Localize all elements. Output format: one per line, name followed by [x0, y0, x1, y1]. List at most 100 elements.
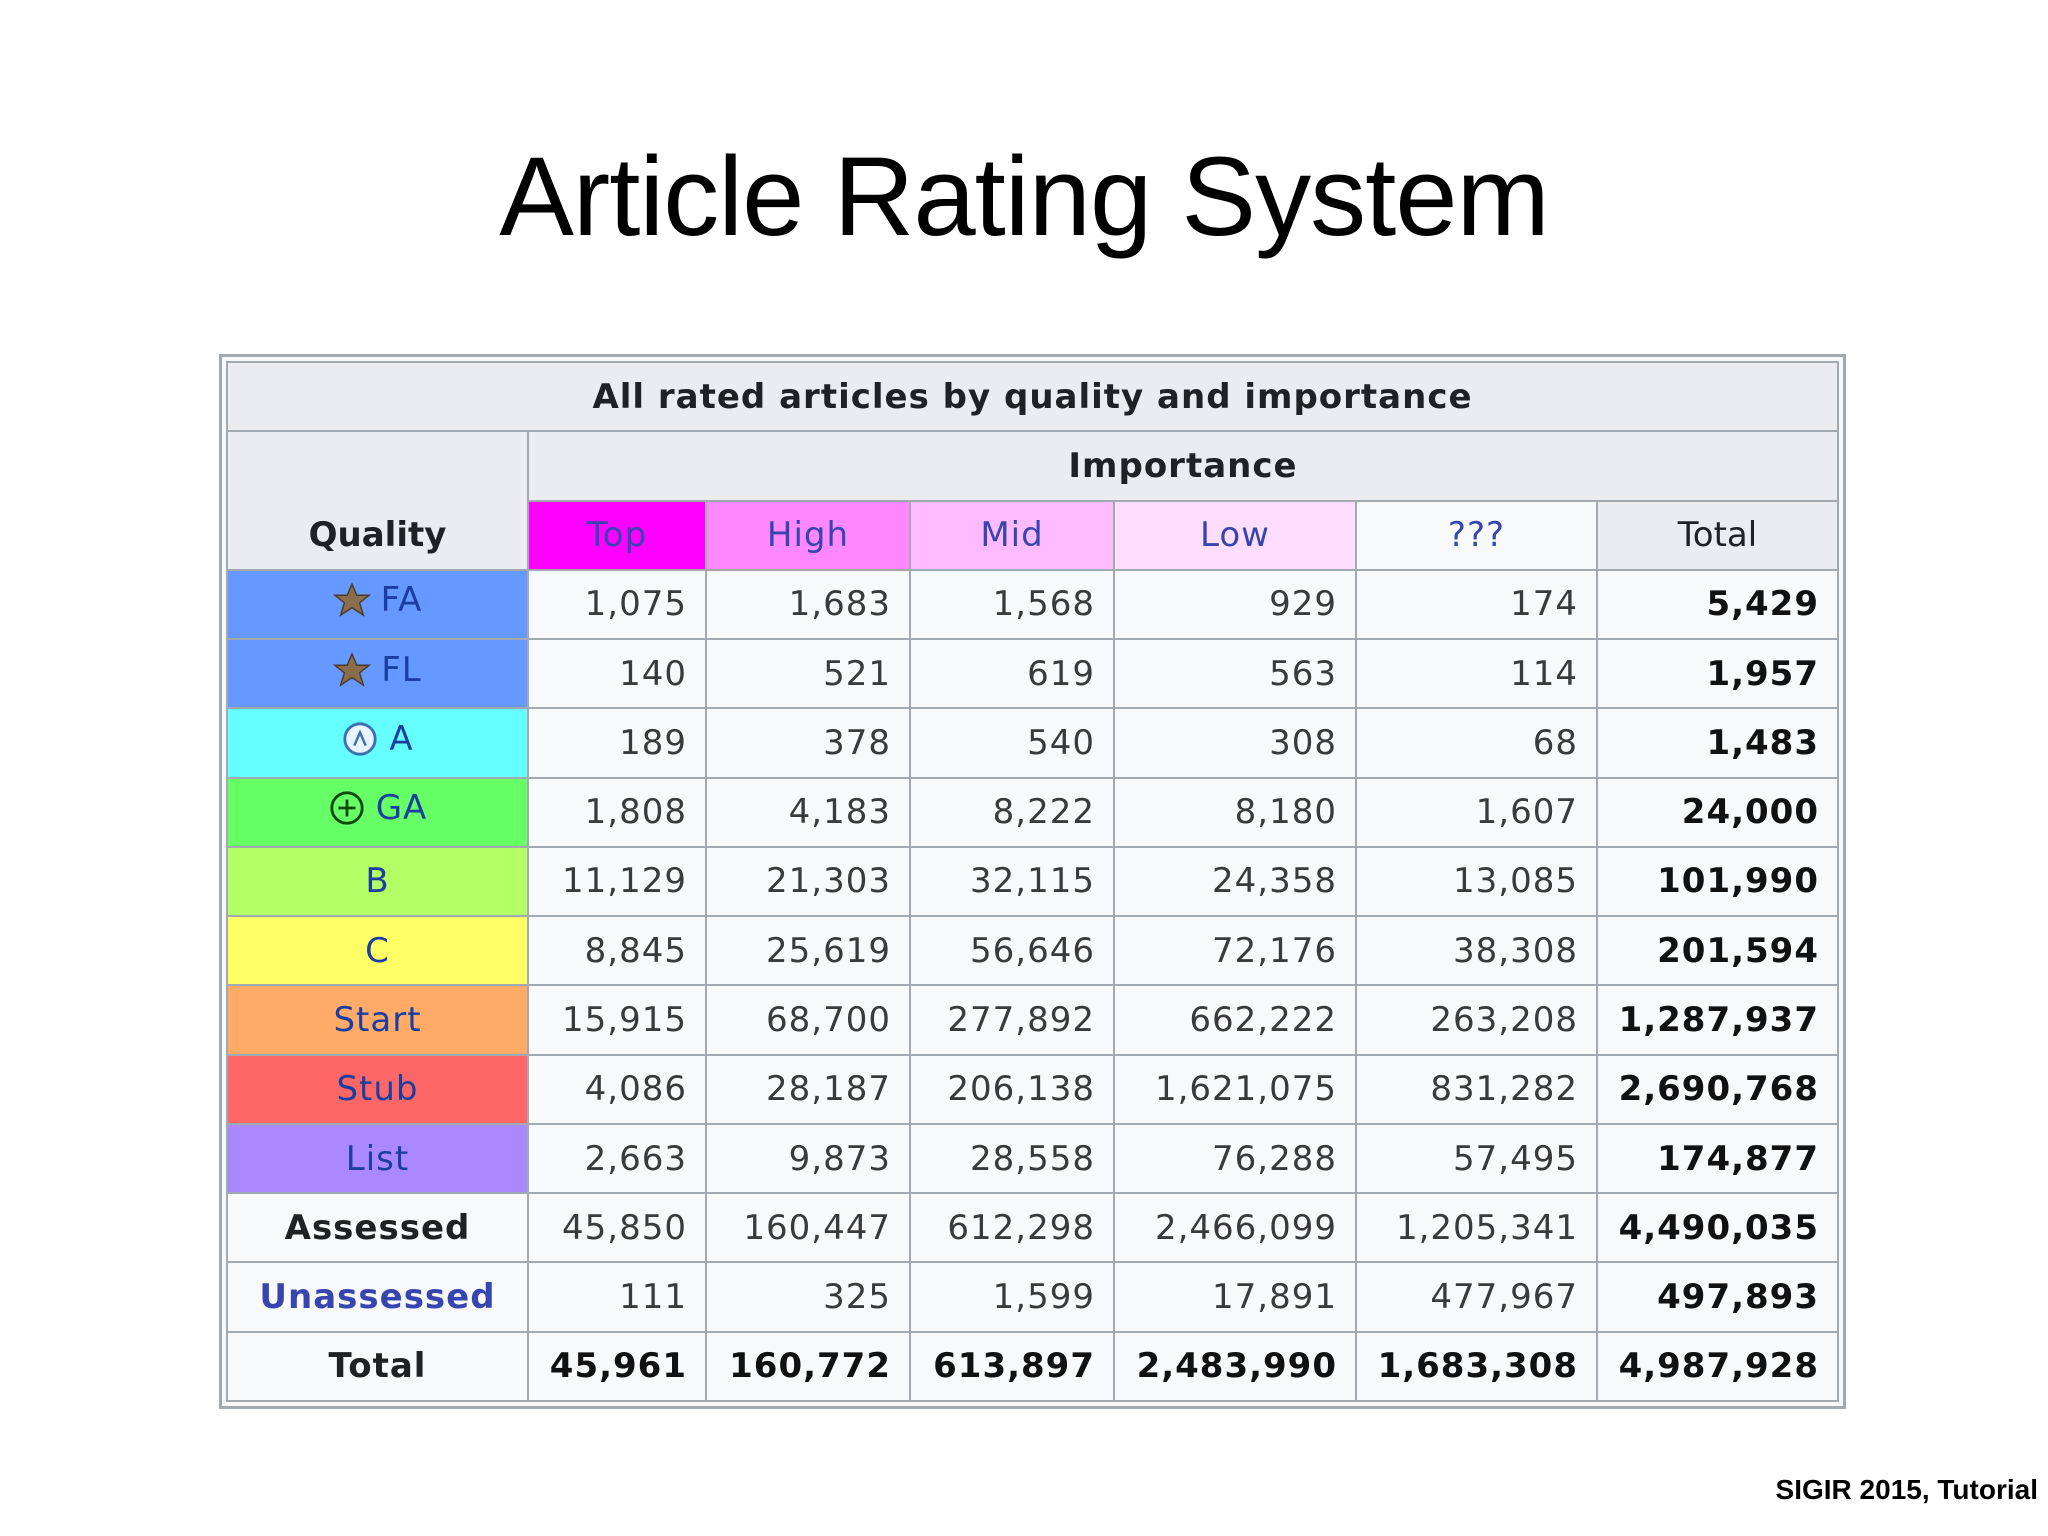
unassessed-value: 111 [527, 1261, 707, 1333]
quality-row: GA 1,808 4,183 8,222 8,180 1,607 24,000 [226, 776, 1839, 848]
count-cell: 25,619 [705, 915, 911, 987]
quality-class-label[interactable]: C [365, 930, 390, 971]
quality-class-content: B [365, 861, 389, 901]
count-cell: 540 [909, 707, 1115, 779]
assessed-value: 45,850 [527, 1192, 707, 1264]
count-cell: 521 [705, 638, 911, 710]
count-cell: 72,176 [1113, 915, 1357, 987]
count-cell: 140 [527, 638, 707, 710]
quality-class-label[interactable]: FA [380, 580, 423, 621]
quality-class-content: GA [328, 788, 428, 828]
importance-col-high[interactable]: High [705, 499, 911, 571]
count-cell: 189 [527, 707, 707, 779]
count-cell: 563 [1113, 638, 1357, 710]
count-cell: 831,282 [1355, 1053, 1598, 1125]
row-total-cell: 5,429 [1596, 568, 1839, 641]
importance-columns-row: Top High Mid Low ??? Total [227, 499, 1839, 571]
slide-title: Article Rating System [499, 134, 1550, 259]
assessed-value: 612,298 [909, 1192, 1115, 1264]
count-cell: 28,558 [909, 1122, 1115, 1195]
quality-row: FA 1,075 1,683 1,568 929 174 5,429 [226, 568, 1839, 641]
quality-class-cell[interactable]: B [226, 845, 529, 918]
count-cell: 263,208 [1355, 984, 1598, 1056]
unassessed-value: 17,891 [1113, 1261, 1357, 1333]
grand-total-value: 613,897 [909, 1330, 1115, 1403]
quality-class-cell[interactable]: GA [226, 776, 529, 848]
count-cell: 4,086 [527, 1053, 707, 1125]
quality-class-cell[interactable]: A [226, 707, 529, 779]
count-cell: 8,180 [1113, 776, 1357, 848]
quality-class-label[interactable]: A [389, 718, 414, 759]
quality-class-cell[interactable]: FA [226, 568, 529, 641]
grand-total-row: Total 45,961 160,772 613,897 2,483,990 1… [226, 1330, 1839, 1403]
quality-row: FL 140 521 619 563 114 1,957 [226, 638, 1839, 710]
footer-note: SIGIR 2015, Tutorial [1775, 1474, 2038, 1505]
quality-rows: FA 1,075 1,683 1,568 929 174 5,429 FL 140 521 619 5… [226, 568, 1839, 1195]
row-total-cell: 1,287,937 [1596, 984, 1839, 1056]
count-cell: 277,892 [909, 984, 1115, 1056]
rating-table-frame: All rated articles by quality and import… [219, 354, 1846, 1409]
row-total-cell: 174,877 [1596, 1122, 1839, 1195]
a-class-icon [341, 720, 379, 758]
quality-class-content: Stub [336, 1069, 418, 1109]
quality-header: Quality [226, 430, 529, 571]
quality-row: B 11,129 21,303 32,115 24,358 13,085 101,990 [226, 845, 1839, 918]
quality-row: Stub 4,086 28,187 206,138 1,621,075 831,282 2,… [226, 1053, 1839, 1125]
quality-class-cell[interactable]: C [226, 915, 529, 987]
count-cell: 15,915 [527, 984, 707, 1056]
importance-col-unknown[interactable]: ??? [1355, 499, 1598, 571]
quality-class-label[interactable]: B [365, 861, 390, 902]
row-total-cell: 2,690,768 [1596, 1053, 1839, 1125]
unassessed-value: 1,599 [909, 1261, 1115, 1333]
quality-row: List 2,663 9,873 28,558 76,288 57,495 174,877 [226, 1122, 1839, 1195]
count-cell: 76,288 [1113, 1122, 1357, 1195]
quality-class-cell[interactable]: Stub [226, 1053, 529, 1125]
count-cell: 206,138 [909, 1053, 1115, 1125]
quality-class-label[interactable]: GA [375, 788, 428, 829]
count-cell: 8,845 [527, 915, 707, 987]
grand-total-total: 4,987,928 [1596, 1330, 1839, 1403]
count-cell: 1,568 [909, 568, 1115, 641]
count-cell: 24,358 [1113, 845, 1357, 918]
count-cell: 1,607 [1355, 776, 1598, 848]
featured-star-icon [332, 581, 371, 619]
grand-total-value: 2,483,990 [1113, 1330, 1357, 1403]
importance-col-mid[interactable]: Mid [909, 499, 1115, 571]
quality-row: A 189 378 540 308 68 1,483 [226, 707, 1839, 779]
grand-total-value: 45,961 [527, 1330, 707, 1403]
quality-class-cell[interactable]: List [226, 1122, 529, 1195]
quality-class-content: A [341, 719, 413, 759]
quality-class-cell[interactable]: Start [226, 984, 529, 1056]
count-cell: 619 [909, 638, 1115, 710]
quality-class-label[interactable]: Start [333, 1000, 422, 1041]
count-cell: 13,085 [1355, 845, 1598, 918]
total-col-header: Total [1596, 499, 1839, 571]
importance-header: Importance [527, 430, 1839, 502]
quality-row: C 8,845 25,619 56,646 72,176 38,308 201,594 [226, 915, 1839, 987]
assessed-label: Assessed [226, 1192, 529, 1264]
good-article-plus-icon [328, 789, 366, 827]
count-cell: 57,495 [1355, 1122, 1598, 1195]
quality-class-label[interactable]: List [345, 1138, 410, 1179]
count-cell: 308 [1113, 707, 1357, 779]
quality-class-cell[interactable]: FL [226, 638, 529, 710]
importance-col-top[interactable]: Top [527, 499, 707, 571]
count-cell: 8,222 [909, 776, 1115, 848]
importance-col-low[interactable]: Low [1113, 499, 1357, 571]
count-cell: 1,075 [527, 568, 707, 641]
row-total-cell: 24,000 [1596, 776, 1839, 848]
quality-class-label[interactable]: FL [381, 649, 422, 690]
unassessed-label[interactable]: Unassessed [226, 1261, 529, 1333]
quality-row: Start 15,915 68,700 277,892 662,222 263,208 1,… [226, 984, 1839, 1056]
row-total-cell: 1,957 [1596, 638, 1839, 710]
count-cell: 174 [1355, 568, 1598, 641]
featured-star-icon [333, 651, 372, 689]
count-cell: 1,808 [527, 776, 707, 848]
quality-class-label[interactable]: Stub [336, 1069, 419, 1110]
unassessed-value: 477,967 [1355, 1261, 1598, 1333]
count-cell: 21,303 [705, 845, 911, 918]
count-cell: 11,129 [527, 845, 707, 918]
unassessed-value: 325 [705, 1261, 911, 1333]
table-caption: All rated articles by quality and import… [226, 360, 1839, 433]
